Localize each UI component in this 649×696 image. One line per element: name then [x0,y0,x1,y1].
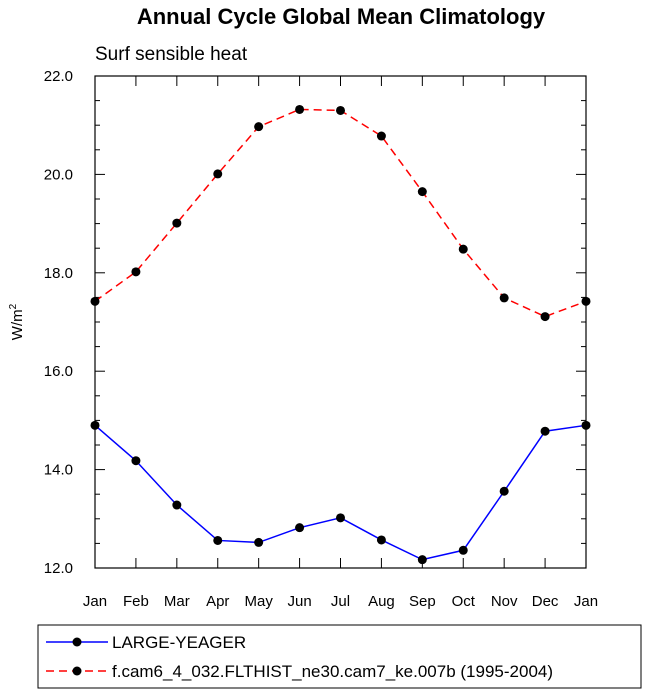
series-2-point [213,169,223,179]
series-layer [90,104,591,565]
series-1-point [254,537,264,547]
x-tick-label: Mar [164,593,190,610]
series-2-point [131,267,141,277]
x-tick-label: Jan [574,593,598,610]
x-tick-label: Dec [532,593,559,610]
y-tick-label: 14.0 [44,462,73,479]
series-1-point [540,426,550,436]
series-1-point [90,420,100,430]
series-1-point [376,535,386,545]
series-1-point [172,500,182,510]
x-tick-label: May [244,593,273,610]
y-tick-label: 20.0 [44,166,73,183]
series-2-point [581,296,591,306]
y-axis-label-superscript: 2 [8,303,19,309]
series-2-point [458,244,468,254]
legend: LARGE-YEAGER f.cam6_4_032.FLTHIST_ne30.ca… [37,624,642,689]
y-tick-label: 16.0 [44,363,73,380]
series-2-point [90,296,100,306]
x-tick-label: Jun [287,593,311,610]
series-2-point [417,187,427,197]
chart-subtitle: Surf sensible heat [95,44,248,65]
series-2-point [336,105,345,115]
legend-label-1: LARGE-YEAGER [112,633,246,652]
series-1-point [295,523,305,533]
y-tick-label: 18.0 [44,265,73,282]
legend-label-2: f.cam6_4_032.FLTHIST_ne30.cam7_ke.007b (… [112,662,553,681]
series-1-point [458,545,468,555]
y-tick-label: 12.0 [44,560,73,577]
series-1-point [499,486,509,496]
series-2-point [295,104,305,114]
series-2-point [376,131,386,141]
x-tick-label: Jul [331,593,350,610]
series-1-point [131,456,141,466]
y-tick-label: 22.0 [44,68,73,85]
series-1-point [581,420,591,430]
legend-marker-2 [72,666,82,676]
x-tick-label: Sep [409,593,436,610]
x-tick-label: Jan [83,593,107,610]
chart-title: Annual Cycle Global Mean Climatology [137,4,546,29]
x-tick-label: Nov [491,593,518,610]
series-2-point [499,293,509,303]
series-2-point [172,218,182,228]
series-2-point [540,312,550,322]
x-tick-label: Aug [368,593,395,610]
series-1-point [417,555,427,565]
legend-marker-1 [72,637,82,647]
plot-frame [94,75,587,569]
series-1-point [336,513,345,523]
legend-box [37,624,642,689]
y-axis-label-text: W/m [9,309,26,340]
x-tick-label: Oct [452,593,476,610]
series-line-2 [94,108,587,318]
x-tick-label: Apr [206,593,229,610]
series-line-1 [94,424,587,561]
axes: Jan Feb Mar Apr May Jun Jul Aug Sep Oct Nov Dec Jan 1… [44,68,598,610]
series-2-point [254,122,264,132]
series-1-point [213,535,223,545]
y-axis-label: W/m2 [8,303,26,340]
x-tick-label: Feb [123,593,149,610]
